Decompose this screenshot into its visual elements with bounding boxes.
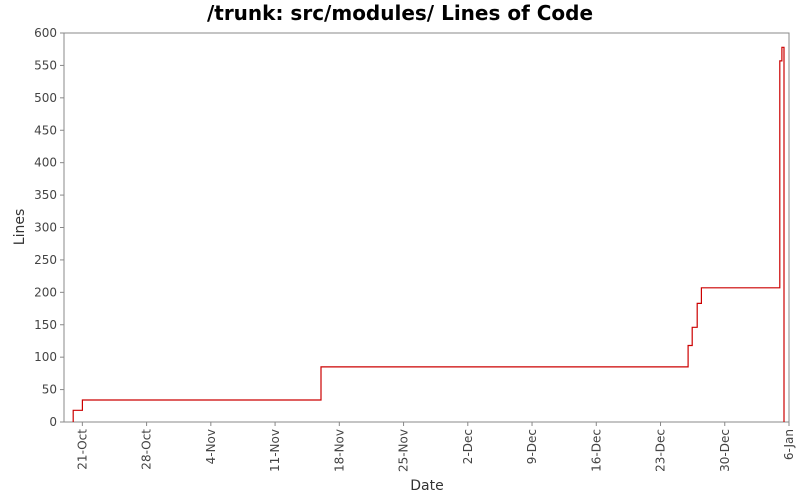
y-tick-label: 450 xyxy=(34,123,57,137)
x-tick-label: 9-Dec xyxy=(525,429,539,464)
x-tick-label: 4-Nov xyxy=(204,429,218,464)
x-tick-label: 16-Dec xyxy=(589,429,603,472)
y-tick-label: 500 xyxy=(34,91,57,105)
y-tick-label: 350 xyxy=(34,188,57,202)
x-tick-label: 28-Oct xyxy=(140,429,154,470)
y-axis-label: Lines xyxy=(12,209,28,245)
y-tick-label: 400 xyxy=(34,156,57,170)
y-tick-label: 50 xyxy=(42,383,57,397)
y-axis: 0 50 100 150 200 250 300 350 400 450 500 550 600 xyxy=(34,26,64,429)
series-line-0 xyxy=(72,46,785,422)
x-tick-label: 23-Dec xyxy=(654,429,668,472)
plot-area xyxy=(63,32,790,423)
y-tick-label: 200 xyxy=(34,285,57,299)
x-tick-label: 11-Nov xyxy=(268,429,282,472)
x-axis: 21-Oct 28-Oct 4-Nov 11-Nov 18-Nov 25-Nov 2-Dec… xyxy=(75,422,796,472)
y-tick-label: 300 xyxy=(34,221,57,235)
x-tick-label: 30-Dec xyxy=(718,429,732,472)
series-group xyxy=(72,46,785,422)
x-tick-label: 18-Nov xyxy=(332,429,346,472)
y-tick-label: 150 xyxy=(34,318,57,332)
y-tick-label: 100 xyxy=(34,350,57,364)
x-tick-label: 6-Jan xyxy=(782,429,796,460)
x-tick-label: 21-Oct xyxy=(75,429,89,470)
y-tick-label: 600 xyxy=(34,26,57,40)
x-tick-label: 2-Dec xyxy=(461,429,475,464)
y-tick-label: 0 xyxy=(49,415,57,429)
x-axis-label: Date xyxy=(410,478,443,494)
x-tick-label: 25-Nov xyxy=(397,429,411,472)
chart-title: /trunk: src/modules/ Lines of Code xyxy=(207,1,593,25)
y-tick-label: 250 xyxy=(34,253,57,267)
y-tick-label: 550 xyxy=(34,58,57,72)
